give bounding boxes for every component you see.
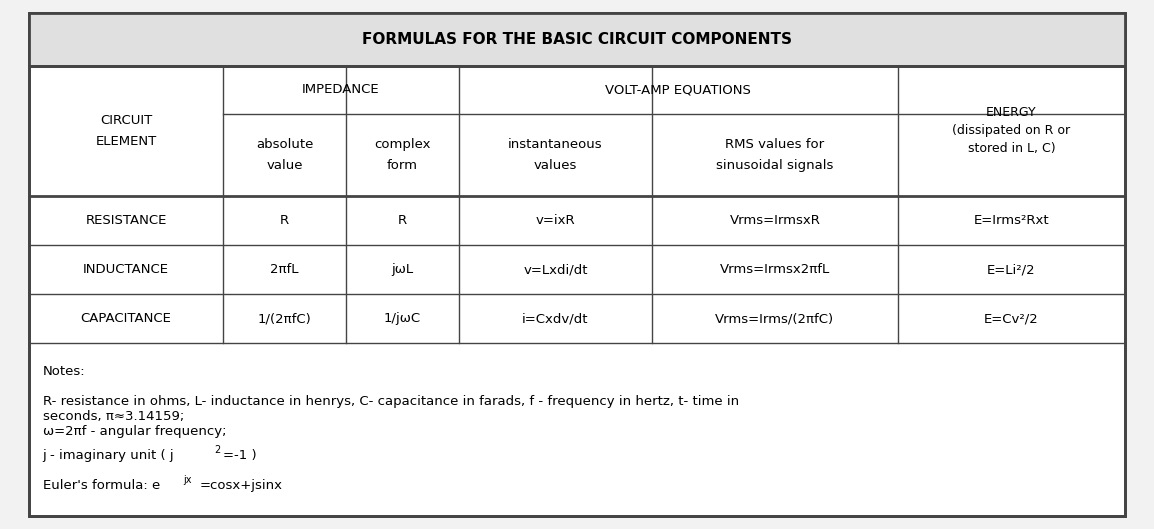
Text: jωL: jωL [391,263,413,276]
Text: =cosx+jsinx: =cosx+jsinx [200,479,283,492]
Text: j - imaginary unit ( j: j - imaginary unit ( j [43,449,174,462]
Text: 2: 2 [215,445,220,455]
Text: i=Cxdv/dt: i=Cxdv/dt [523,312,589,325]
Bar [29,13,1125,66]
Text: IMPEDANCE: IMPEDANCE [302,84,380,96]
Text: ω=2πf - angular frequency;: ω=2πf - angular frequency; [43,425,226,438]
Text: complex
form: complex form [374,138,430,172]
Text: E=Irms²Rxt: E=Irms²Rxt [974,214,1049,227]
Text: E=Cv²/2: E=Cv²/2 [984,312,1039,325]
Text: ENERGY
(dissipated on R or
stored in L, C): ENERGY (dissipated on R or stored in L, … [952,106,1071,156]
Text: Euler's formula: e: Euler's formula: e [43,479,160,492]
Text: INDUCTANCE: INDUCTANCE [83,263,168,276]
Text: RESISTANCE: RESISTANCE [85,214,166,227]
Text: R: R [398,214,407,227]
Text: CIRCUIT
ELEMENT: CIRCUIT ELEMENT [96,114,157,148]
Text: R: R [280,214,288,227]
Text: jx: jx [182,475,192,485]
Text: v=ixR: v=ixR [535,214,576,227]
Text: CAPACITANCE: CAPACITANCE [81,312,172,325]
Text: E=Li²/2: E=Li²/2 [987,263,1036,276]
Text: Vrms=Irmsx2πfL: Vrms=Irmsx2πfL [720,263,830,276]
Text: 2πfL: 2πfL [270,263,299,276]
Text: FORMULAS FOR THE BASIC CIRCUIT COMPONENTS: FORMULAS FOR THE BASIC CIRCUIT COMPONENT… [362,32,792,47]
Text: absolute
value: absolute value [256,138,313,172]
Text: 1/(2πfC): 1/(2πfC) [257,312,312,325]
Text: Vrms=Irms/(2πfC): Vrms=Irms/(2πfC) [715,312,834,325]
Text: Vrms=IrmsxR: Vrms=IrmsxR [729,214,820,227]
Text: VOLT-AMP EQUATIONS: VOLT-AMP EQUATIONS [606,84,751,96]
Text: instantaneous
values: instantaneous values [508,138,602,172]
Text: R- resistance in ohms, L- inductance in henrys, C- capacitance in farads, f - fr: R- resistance in ohms, L- inductance in … [43,395,739,423]
Text: =-1 ): =-1 ) [224,449,257,462]
Text: Notes:: Notes: [43,365,85,378]
Text: 1/jωC: 1/jωC [384,312,421,325]
Text: RMS values for
sinusoidal signals: RMS values for sinusoidal signals [717,138,833,172]
Text: v=Lxdi/dt: v=Lxdi/dt [523,263,587,276]
